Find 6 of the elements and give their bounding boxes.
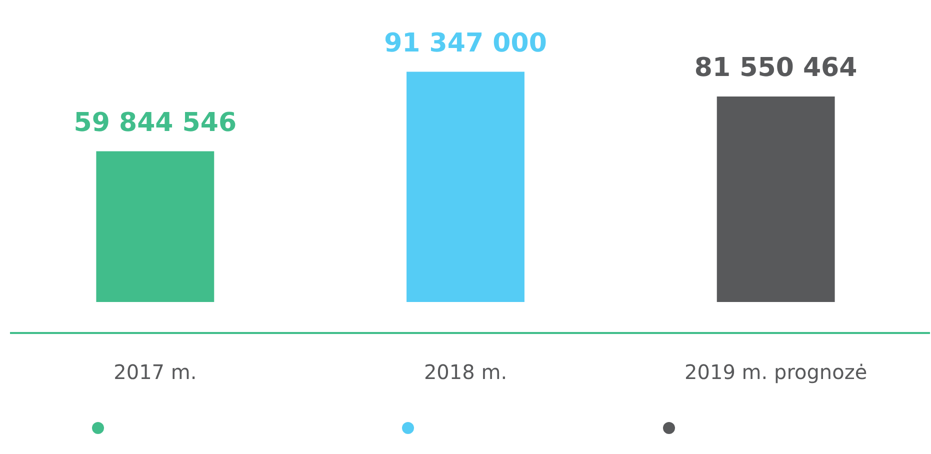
data-label: 91 347 000: [384, 28, 547, 59]
x-tick-label: 2018 m.: [424, 360, 508, 384]
data-label: 81 550 464: [694, 53, 858, 84]
data-label: 59 844 546: [74, 108, 237, 138]
x-tick-label: 2019 m. prognozė: [684, 360, 868, 384]
x-tick-label: 2017 m.: [114, 360, 197, 384]
